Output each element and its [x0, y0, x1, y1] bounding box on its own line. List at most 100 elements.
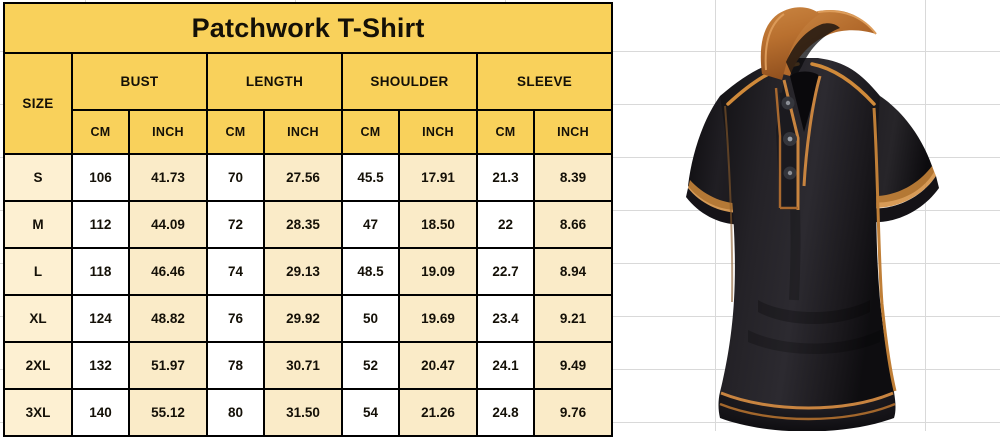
cell-length-inch: 29.92: [263, 294, 343, 343]
column-group-shoulder: SHOULDER: [341, 52, 478, 111]
right-shoulder-piping: [810, 62, 876, 106]
cell-bust-cm: 118: [71, 247, 130, 296]
button-top-hole: [785, 100, 791, 106]
cell-length-cm: 76: [206, 294, 265, 343]
table-row: XL 124 48.82 76 29.92 50 19.69 23.4 9.21: [3, 294, 614, 343]
tshirt-illustration: [686, 7, 939, 431]
collar-inner-shadow: [786, 23, 840, 80]
cell-length-cm: 70: [206, 153, 265, 202]
table-row: 2XL 132 51.97 78 30.71 52 20.47 24.1 9.4…: [3, 341, 614, 390]
cell-length-inch: 30.71: [263, 341, 343, 390]
cell-sleeve-inch: 9.21: [532, 294, 614, 343]
cell-size: 3XL: [3, 388, 73, 437]
cell-length-cm: 72: [206, 200, 265, 249]
cell-bust-inch: 51.97: [128, 341, 208, 390]
right-placket-piping: [802, 75, 822, 187]
left-side-piping: [724, 105, 734, 303]
cell-shoulder-inch: 21.26: [398, 388, 478, 437]
cell-shoulder-inch: 17.91: [398, 153, 478, 202]
cell-shoulder-cm: 54: [341, 388, 400, 437]
table-body: S 106 41.73 70 27.56 45.5 17.91 21.3 8.3…: [3, 153, 614, 437]
group-header-row: SIZE BUST LENGTH SHOULDER SLEEVE: [3, 52, 614, 155]
cell-sleeve-cm: 22: [476, 200, 535, 249]
unit-header-row: CM INCH CM INCH CM INCH CM INCH: [4, 109, 614, 155]
cell-length-inch: 27.56: [263, 153, 343, 202]
cell-bust-inch: 44.09: [128, 200, 208, 249]
table-row: S 106 41.73 70 27.56 45.5 17.91 21.3 8.3…: [3, 153, 614, 202]
cell-shoulder-inch: 18.50: [398, 200, 478, 249]
cell-bust-inch: 48.82: [128, 294, 208, 343]
button-bottom-hole: [787, 170, 793, 176]
unit-header-length-cm: CM: [206, 109, 265, 155]
cell-shoulder-cm: 45.5: [341, 153, 400, 202]
unit-header-sleeve-cm: CM: [476, 109, 535, 155]
cell-bust-cm: 124: [71, 294, 130, 343]
cell-sleeve-cm: 21.3: [476, 153, 535, 202]
cell-shoulder-cm: 48.5: [341, 247, 400, 296]
unit-header-sleeve-inch: INCH: [532, 109, 614, 155]
cell-length-inch: 29.13: [263, 247, 343, 296]
table-row: M 112 44.09 72 28.35 47 18.50 22 8.66: [3, 200, 614, 249]
cell-bust-inch: 55.12: [128, 388, 208, 437]
page-title: Patchwork T-Shirt: [2, 2, 614, 54]
collar-highlight: [817, 10, 877, 35]
shirt-body: [720, 58, 894, 407]
cell-length-cm: 74: [206, 247, 265, 296]
cell-shoulder-cm: 47: [341, 200, 400, 249]
unit-header-bust-cm: CM: [71, 109, 130, 155]
neck-opening: [790, 71, 820, 132]
cell-bust-cm: 140: [71, 388, 130, 437]
cell-length-inch: 28.35: [263, 200, 343, 249]
right-side-piping: [872, 107, 897, 392]
column-group-sleeve: SLEEVE: [475, 52, 614, 111]
cell-sleeve-inch: 8.39: [532, 153, 614, 202]
cell-size: L: [3, 247, 73, 296]
placket-buttons: [781, 96, 797, 180]
column-group-bust: BUST: [71, 52, 208, 111]
cell-sleeve-cm: 24.1: [476, 341, 535, 390]
cell-shoulder-cm: 52: [341, 341, 400, 390]
cell-shoulder-inch: 19.09: [398, 247, 478, 296]
cell-shoulder-inch: 20.47: [398, 341, 478, 390]
collar-highlight: [764, 13, 785, 71]
cell-size: XL: [3, 294, 73, 343]
fabric-fold: [758, 300, 870, 324]
collar-stand-left: [760, 7, 820, 80]
table-header: Patchwork T-Shirt SIZE BUST LENGTH SHOUL…: [2, 2, 614, 155]
cell-sleeve-inch: 9.49: [532, 341, 614, 390]
table-row: L 118 46.46 74 29.13 48.5 19.09 22.7 8.9…: [3, 247, 614, 296]
cell-length-cm: 80: [206, 388, 265, 437]
cell-bust-inch: 46.46: [128, 247, 208, 296]
cell-length-cm: 78: [206, 341, 265, 390]
cell-length-inch: 31.50: [263, 388, 343, 437]
cell-sleeve-cm: 23.4: [476, 294, 535, 343]
cell-size: M: [3, 200, 73, 249]
right-sleeve-cuff: [860, 176, 939, 223]
unit-header-shoulder-cm: CM: [341, 109, 400, 155]
hem-piping-bottom: [719, 402, 896, 421]
title-row: Patchwork T-Shirt: [2, 2, 614, 54]
placket-piping-outer: [774, 87, 782, 208]
cell-sleeve-inch: 9.76: [532, 388, 614, 437]
cell-bust-inch: 41.73: [128, 153, 208, 202]
cell-sleeve-cm: 22.7: [476, 247, 535, 296]
cell-size: S: [3, 153, 73, 202]
cell-sleeve-inch: 8.66: [532, 200, 614, 249]
unit-header-bust-inch: INCH: [128, 109, 208, 155]
product-photo: [608, 0, 1000, 431]
cell-bust-cm: 132: [71, 341, 130, 390]
cell-sleeve-cm: 24.8: [476, 388, 535, 437]
unit-header-length-inch: INCH: [263, 109, 343, 155]
hem-piping-top: [720, 391, 894, 410]
cell-shoulder-inch: 19.69: [398, 294, 478, 343]
cell-shoulder-cm: 50: [341, 294, 400, 343]
cell-size: 2XL: [3, 341, 73, 390]
column-group-length: LENGTH: [206, 52, 343, 111]
table-row: 3XL 140 55.12 80 31.50 54 21.26 24.8 9.7…: [3, 388, 614, 437]
shirt-hem: [718, 392, 896, 431]
cell-bust-cm: 112: [71, 200, 130, 249]
size-chart-table: Patchwork T-Shirt SIZE BUST LENGTH SHOUL…: [2, 2, 614, 437]
button-middle-hole: [787, 136, 793, 142]
cell-bust-cm: 106: [71, 153, 130, 202]
cell-sleeve-inch: 8.94: [532, 247, 614, 296]
